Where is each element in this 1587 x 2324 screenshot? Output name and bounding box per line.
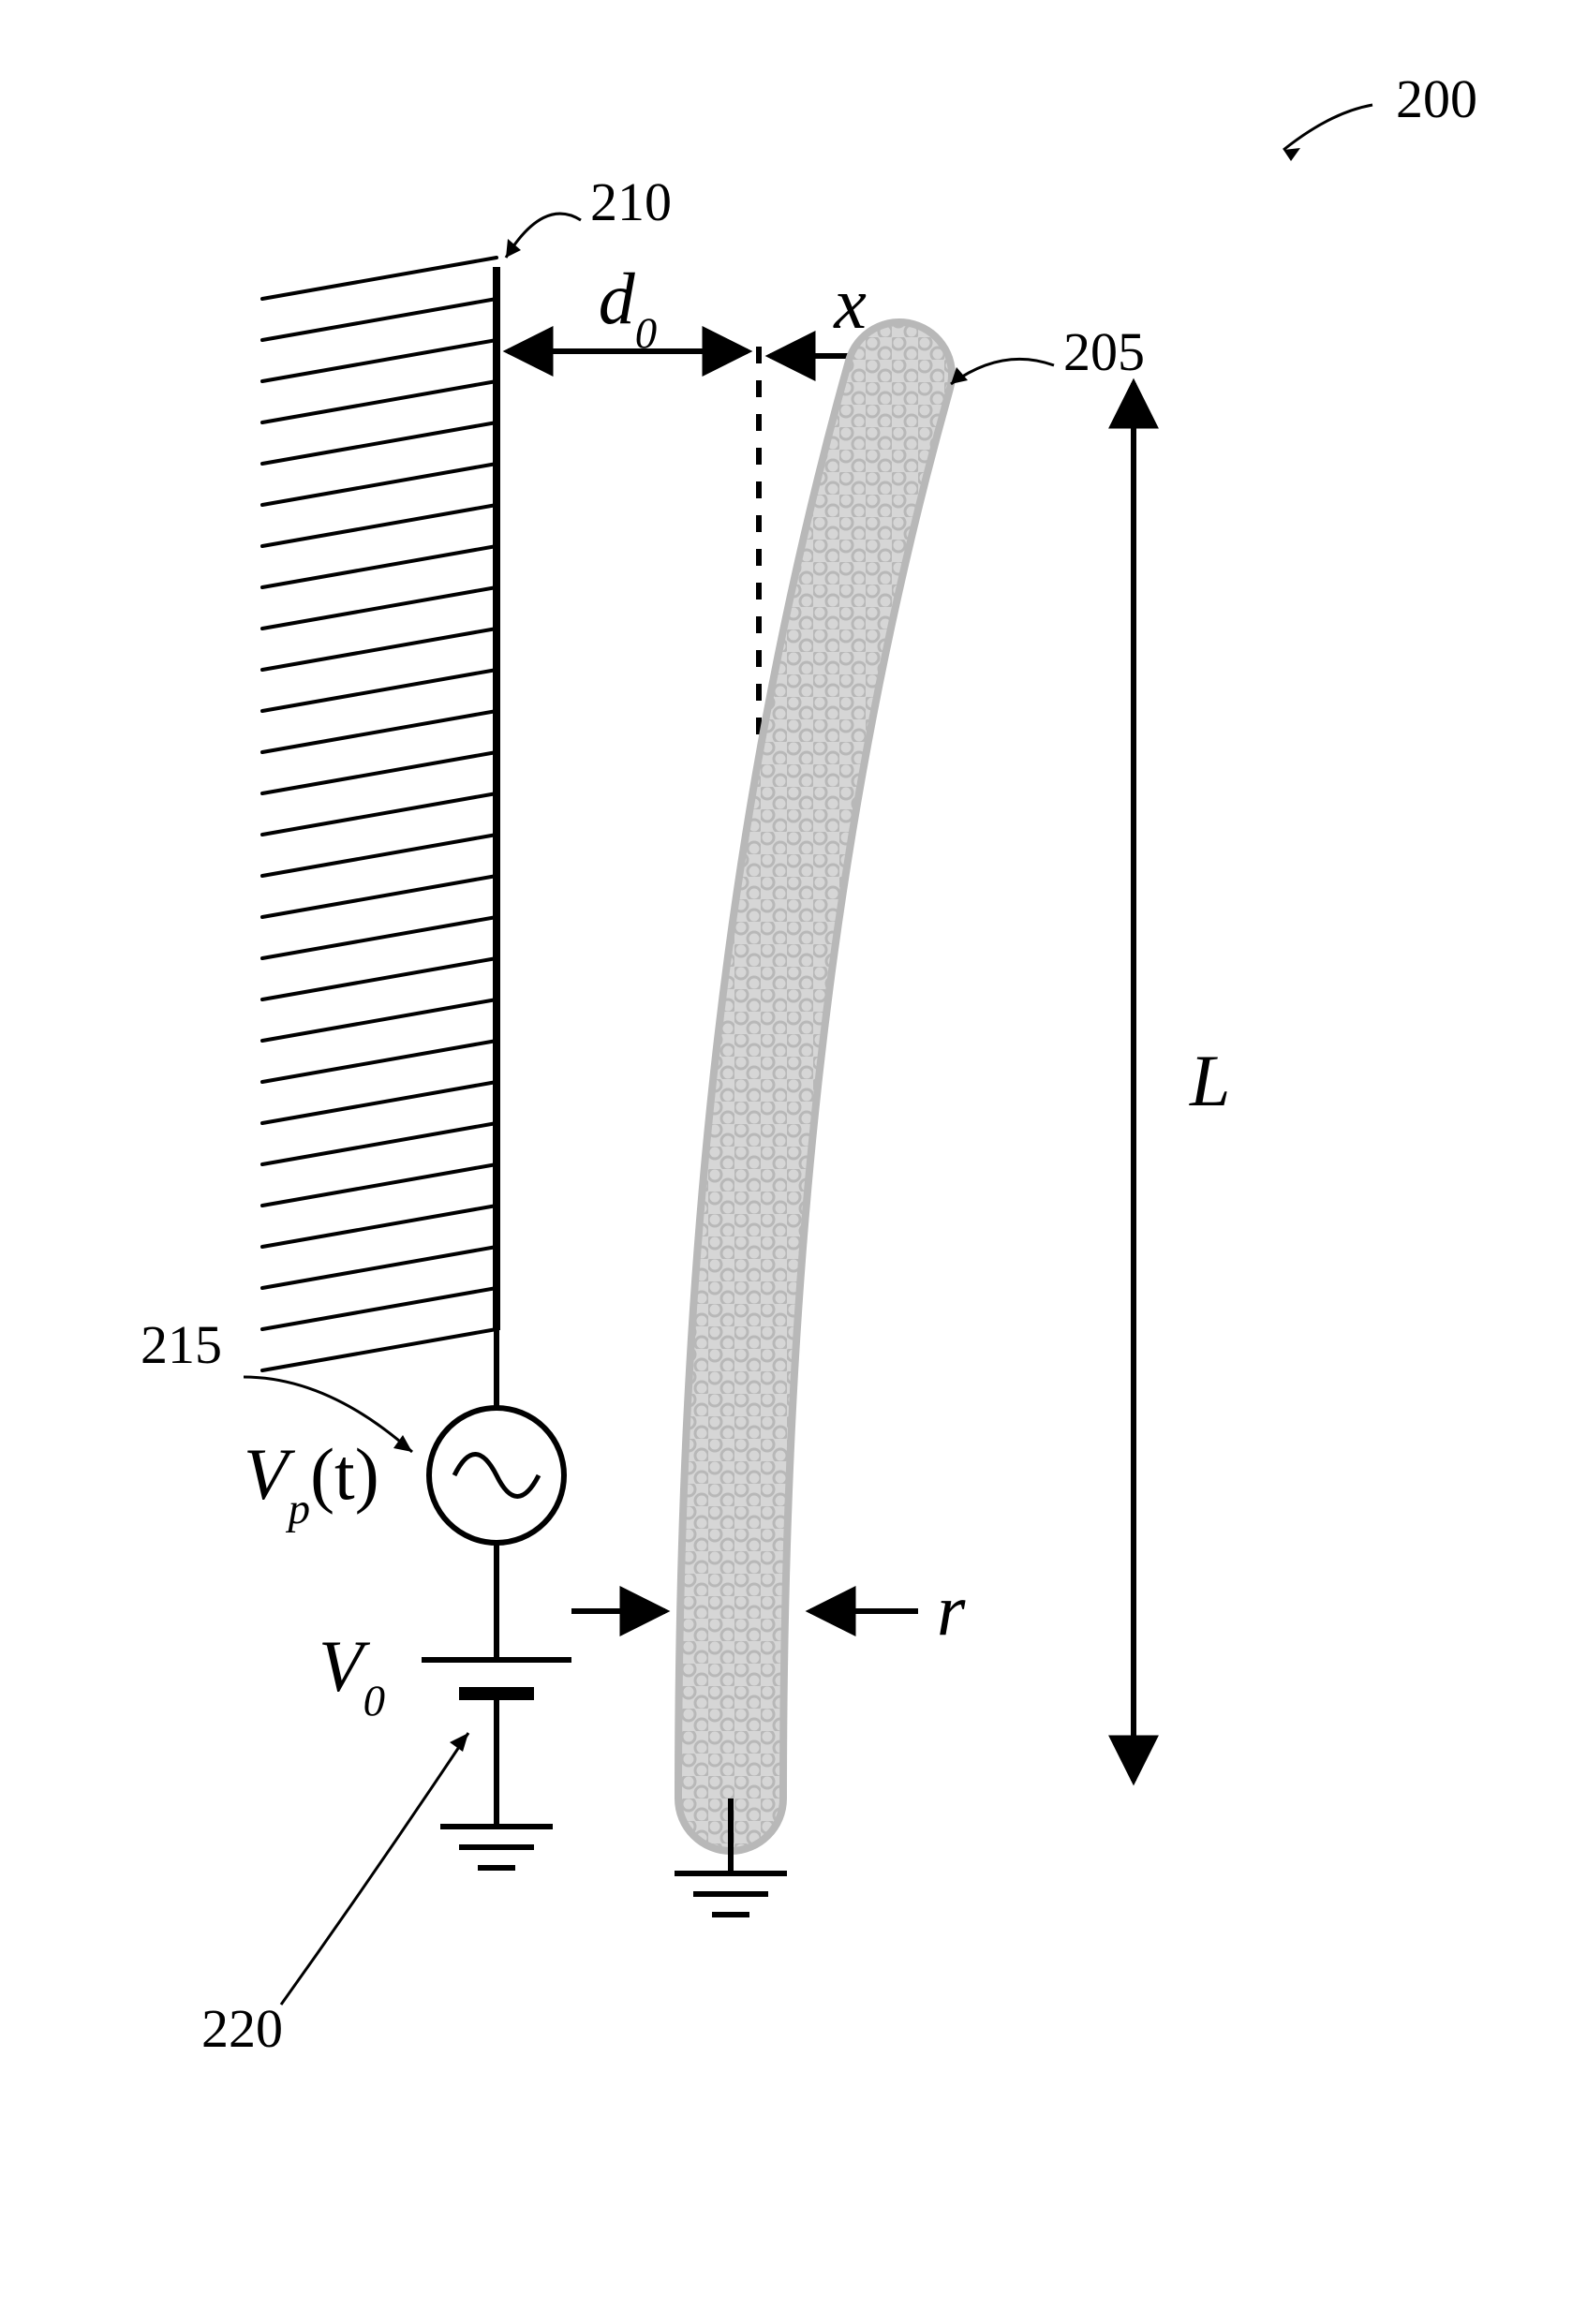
label-x: x — [833, 262, 867, 344]
figure-ref-200: 200 — [1283, 68, 1477, 161]
label-215: 215 — [141, 1314, 222, 1375]
label-L: L — [1189, 1040, 1230, 1121]
label-200: 200 — [1396, 68, 1477, 129]
label-Vp: Vp(t) — [244, 1433, 379, 1533]
label-d0: d0 — [599, 258, 657, 358]
label-220: 220 — [201, 1998, 283, 2059]
circuit-ref-215: 215 — [141, 1314, 412, 1452]
label-205: 205 — [1063, 321, 1145, 382]
tube-ref-205: 205 — [951, 321, 1145, 384]
drive-circuit: Vp(t) V0 — [244, 1330, 571, 1868]
label-r: r — [937, 1569, 966, 1650]
label-V0: V0 — [319, 1625, 385, 1725]
dim-d0: d0 — [508, 258, 748, 358]
fixed-wall — [262, 258, 497, 1370]
label-210: 210 — [590, 171, 672, 232]
dim-L: L — [1134, 383, 1230, 1781]
dc-ref-220: 220 — [201, 1733, 468, 2059]
wall-ref-210: 210 — [506, 171, 672, 258]
